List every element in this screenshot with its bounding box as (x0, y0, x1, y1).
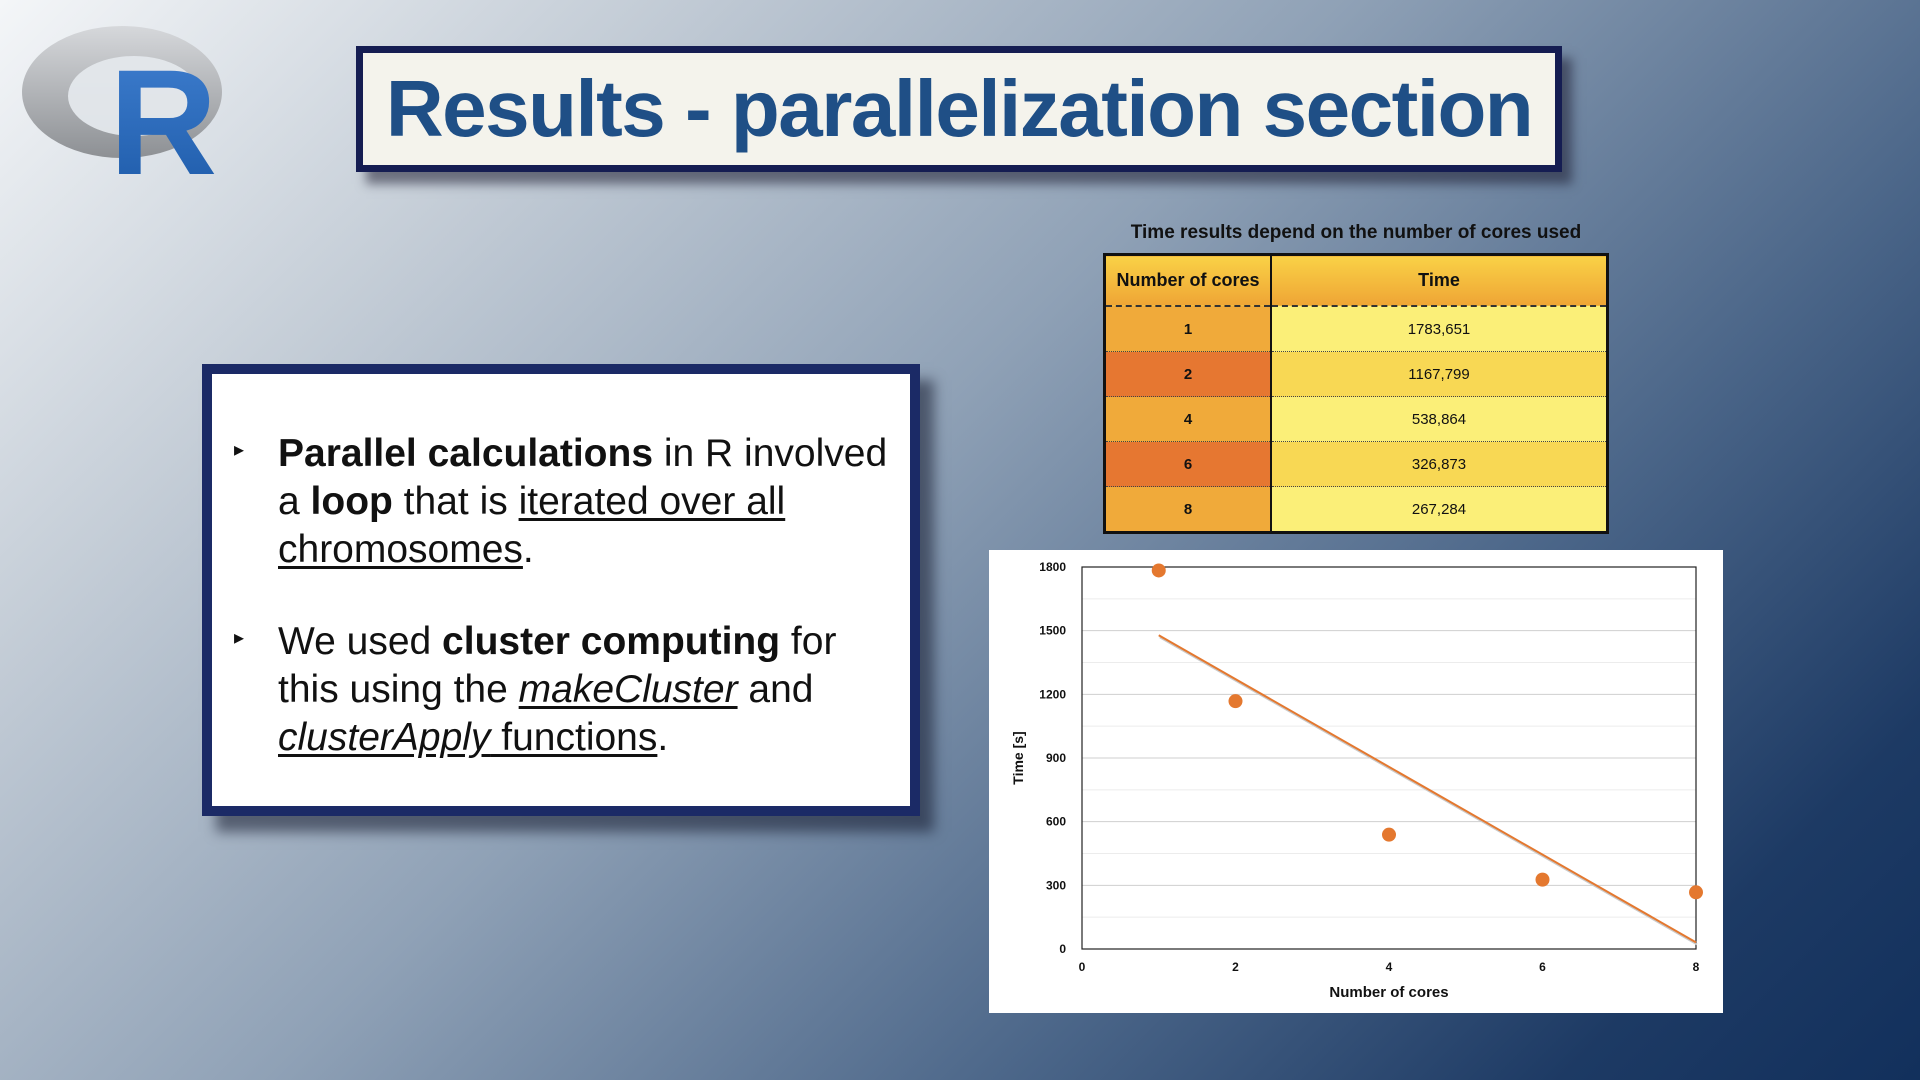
bullet-text-segment: . (657, 716, 669, 759)
chart-panel: 0 300 600 900 1200 1500 1800 0 2 4 6 8 Number of cor… (989, 550, 1723, 1013)
cell-time: 538,864 (1271, 396, 1608, 442)
r-logo: R (14, 12, 234, 206)
bullet-marker-icon: ▸ (234, 627, 245, 649)
table-row: 2 1167,799 (1104, 351, 1608, 397)
table-row: 8 267,284 (1104, 486, 1608, 533)
cell-time: 267,284 (1271, 486, 1608, 533)
x-tick-label: 6 (1539, 960, 1546, 974)
cell-cores: 8 (1104, 486, 1272, 533)
bullet-text-segment: We used (278, 620, 443, 663)
y-axis-title: Time [s] (1010, 731, 1026, 784)
bullet-text-segment: . (522, 528, 534, 571)
cell-cores: 6 (1104, 441, 1272, 487)
bullet-text-segment: cluster computing (442, 620, 781, 663)
trendline-shadow (1159, 636, 1698, 946)
bullet-text-segment: functions (490, 716, 658, 759)
bullet-text-segment: in R involved a (278, 432, 888, 523)
plot-area-border (1081, 566, 1697, 950)
data-point (1151, 563, 1166, 578)
table-row: 4 538,864 (1104, 396, 1608, 442)
data-point (1382, 827, 1396, 842)
bullet-text-segment: and (737, 668, 814, 711)
text-panel: ▸ Parallel calculations in R involved a l… (202, 364, 920, 816)
table-row: 6 326,873 (1104, 441, 1608, 487)
y-tick-label: 1200 (1039, 687, 1066, 701)
bullet-marker-icon: ▸ (234, 439, 245, 461)
table-caption: Time results depend on the number of cor… (1130, 222, 1582, 243)
bullet-text-segment: clusterApply (278, 716, 491, 759)
cell-time: 1783,651 (1271, 305, 1608, 352)
bullet-text-segment: iterated over all chromosomes (278, 480, 786, 571)
y-tick-label: 1800 (1039, 560, 1066, 574)
cell-time: 326,873 (1271, 441, 1608, 487)
bullet-text-segment: loop (310, 480, 393, 523)
column-header-time: Time (1271, 254, 1608, 307)
bullet-text-segment: for this using the (278, 620, 837, 711)
bullet-text-segment: Parallel calculations (278, 432, 654, 475)
data-point (1689, 885, 1703, 900)
scatter-chart: 0 300 600 900 1200 1500 1800 0 2 4 6 8 Number of cor… (1010, 560, 1703, 1001)
table-header-row: Number of cores Time (1104, 254, 1608, 307)
cell-cores: 2 (1104, 351, 1272, 397)
table-row: 1 1783,651 (1104, 305, 1608, 352)
x-tick-label: 0 (1079, 960, 1086, 974)
title-banner: Results - parallelization section (356, 46, 1562, 172)
bullet-item: ▸ We used cluster computing for this usin… (226, 618, 896, 762)
x-tick-label: 8 (1693, 960, 1700, 974)
bullet-item: ▸ Parallel calculations in R involved a l… (226, 430, 896, 574)
y-tick-label: 600 (1046, 815, 1066, 829)
data-point (1535, 872, 1550, 887)
y-tick-label: 0 (1059, 942, 1066, 956)
trendline (1158, 634, 1697, 944)
cell-cores: 4 (1104, 396, 1272, 442)
results-table: Number of cores Time 1 1783,651 2 1167,7… (1103, 253, 1609, 534)
y-tick-label: 900 (1046, 751, 1066, 765)
x-tick-label: 2 (1232, 960, 1239, 974)
r-logo-letter: R (109, 38, 217, 187)
data-point (1228, 694, 1243, 709)
bullet-text-segment: makeCluster (518, 668, 738, 711)
x-tick-label: 4 (1386, 960, 1393, 974)
bullet-list: ▸ Parallel calculations in R involved a l… (226, 430, 896, 806)
y-tick-label: 1500 (1039, 624, 1066, 638)
page-title: Results - parallelization section (385, 64, 1534, 153)
column-header-cores: Number of cores (1104, 254, 1272, 307)
bullet-text-segment: that is (392, 480, 519, 523)
x-axis-title: Number of cores (1329, 984, 1448, 1001)
r-logo-graphic: R (22, 26, 222, 206)
cell-time: 1167,799 (1271, 351, 1608, 397)
cell-cores: 1 (1104, 305, 1272, 352)
y-tick-label: 300 (1046, 878, 1066, 892)
